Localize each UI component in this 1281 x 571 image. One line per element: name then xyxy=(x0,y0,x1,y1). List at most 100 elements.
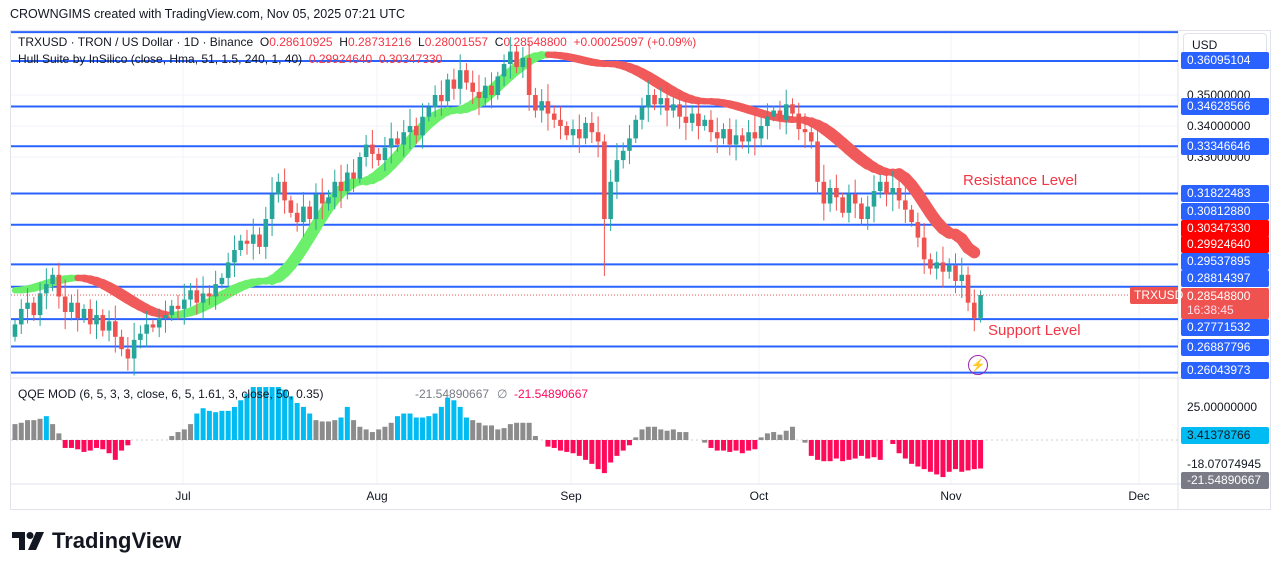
qqe-bar xyxy=(846,440,852,460)
candle-body xyxy=(326,197,331,204)
time-axis-label: Aug xyxy=(366,489,388,503)
candle-body xyxy=(150,324,156,328)
qqe-bar xyxy=(739,440,745,454)
symbol-title[interactable]: TRXUSD · TRON / US Dollar · 1D · Binance xyxy=(18,35,254,49)
candle-body xyxy=(777,110,783,120)
candle-body xyxy=(508,51,513,64)
qqe-bar xyxy=(890,440,896,444)
qqe-bar xyxy=(175,432,181,440)
level-price-label: 0.36095104 xyxy=(1181,51,1269,69)
qqe-bar xyxy=(789,426,795,440)
time-axis-label: Nov xyxy=(940,489,962,503)
symbol-legend: TRXUSD · TRON / US Dollar · 1D · Binance… xyxy=(18,35,696,49)
qqe-title: QQE MOD (6, 5, 3, 3, close, 6, 5, 1.61, … xyxy=(18,387,324,401)
lightning-event-icon[interactable]: ⚡ xyxy=(968,355,988,375)
qqe-bar xyxy=(100,440,106,450)
candle-body xyxy=(915,222,921,238)
qqe-bar xyxy=(953,440,958,470)
candle-body xyxy=(533,95,538,111)
qqe-bar xyxy=(407,413,413,440)
candle-body xyxy=(288,200,294,213)
qqe-bar xyxy=(344,406,350,440)
candle-body xyxy=(740,135,745,142)
candle-body xyxy=(890,188,896,195)
candle-body xyxy=(702,119,707,126)
candle-body xyxy=(319,194,325,204)
candle-body xyxy=(645,95,651,108)
qqe-bar xyxy=(714,440,720,451)
qqe-value-2: -21.54890667 xyxy=(514,387,589,401)
qqe-bar xyxy=(727,440,733,452)
level-price-label: 0.31822483 xyxy=(1181,184,1269,202)
candle-body xyxy=(445,79,450,102)
hull-legend[interactable]: Hull Suite by InSilico (close, Hma, 51, … xyxy=(18,52,442,66)
qqe-bar xyxy=(432,413,438,440)
candle-body xyxy=(865,206,871,219)
qqe-bar xyxy=(363,429,369,440)
resistance-annotation[interactable]: Resistance Level xyxy=(963,172,1078,189)
qqe-bar xyxy=(583,440,589,460)
candle-body xyxy=(282,181,287,201)
level-price-label: 0.26887796 xyxy=(1181,338,1269,356)
time-axis-label: Dec xyxy=(1128,489,1150,503)
close-value: 0.28548800 xyxy=(503,35,567,49)
level-price-label: 0.30812880 xyxy=(1181,202,1269,220)
candle-body xyxy=(238,240,244,250)
candle-body xyxy=(219,277,225,285)
candle-body xyxy=(965,274,971,303)
candle-body xyxy=(476,91,482,99)
qqe-legend[interactable]: QQE MOD (6, 5, 3, 3, close, 6, 5, 1.61, … xyxy=(18,387,588,401)
candle-body xyxy=(338,181,344,192)
qqe-bar xyxy=(645,426,651,440)
qqe-bar xyxy=(394,416,400,440)
candle-body xyxy=(119,336,124,350)
qqe-bar xyxy=(62,440,68,448)
qqe-bar xyxy=(564,440,570,452)
qqe-bar xyxy=(37,418,43,440)
qqe-bar xyxy=(382,426,388,440)
candle-body xyxy=(413,126,419,136)
candle-body xyxy=(589,122,595,133)
qqe-bar xyxy=(238,400,244,440)
qqe-bar xyxy=(652,426,658,440)
qqe-bar xyxy=(181,429,187,440)
candle-body xyxy=(113,321,118,337)
candle-body xyxy=(840,197,845,213)
candle-body xyxy=(181,299,187,309)
qqe-bar xyxy=(50,424,56,440)
candle-body xyxy=(821,181,827,204)
qqe-bar xyxy=(369,432,375,440)
time-axis-label: Sep xyxy=(560,489,582,503)
candle-body xyxy=(658,98,664,105)
qqe-bar xyxy=(827,440,833,462)
support-annotation[interactable]: Support Level xyxy=(988,322,1081,339)
qqe-bar xyxy=(75,440,81,450)
qqe-bar xyxy=(507,424,513,440)
candle-body xyxy=(213,284,218,297)
candle-body xyxy=(752,132,758,139)
candle-body xyxy=(639,107,645,120)
candle-body xyxy=(125,349,131,359)
qqe-bar xyxy=(188,424,194,440)
hull-price-label: 0.30347330 xyxy=(1181,219,1269,237)
candle-body xyxy=(138,333,143,340)
qqe-bar xyxy=(902,440,908,459)
candle-body xyxy=(758,126,764,139)
qqe-bar xyxy=(633,437,639,440)
candle-body xyxy=(69,302,74,312)
candle-body xyxy=(470,82,476,92)
tradingview-logo[interactable]: TradingView xyxy=(12,528,181,554)
candle-body xyxy=(733,135,739,145)
candle-body xyxy=(627,138,632,151)
qqe-bar xyxy=(965,440,971,471)
candle-body xyxy=(357,157,363,179)
candle-body xyxy=(482,85,488,99)
qqe-bar xyxy=(909,440,915,464)
qqe-bar xyxy=(420,417,426,440)
qqe-bar xyxy=(219,410,225,440)
qqe-bar xyxy=(426,416,432,440)
level-price-label: 0.33346646 xyxy=(1181,137,1269,155)
candle-body xyxy=(564,126,570,136)
candle-body xyxy=(395,138,400,145)
